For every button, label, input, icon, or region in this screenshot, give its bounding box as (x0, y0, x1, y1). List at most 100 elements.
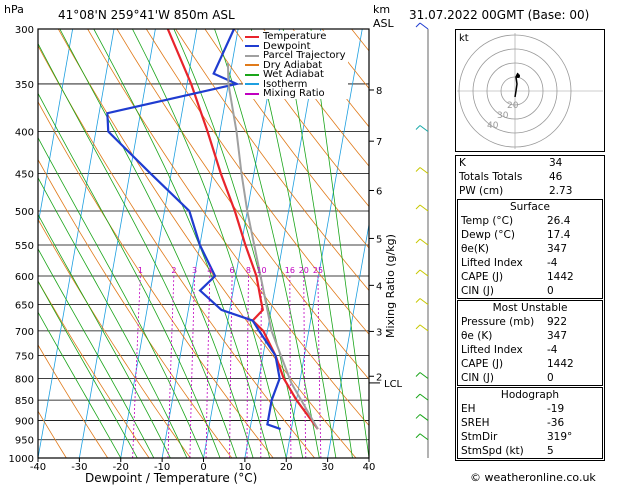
pressure-tick-label: 600 (15, 272, 34, 283)
legend-swatch (245, 35, 259, 38)
asl-label: ASL (373, 17, 394, 30)
mixing-ratio-line (289, 275, 292, 458)
mixing-ratio-label: 25 (313, 266, 323, 275)
legend-swatch (245, 83, 259, 86)
hodo_indices-row-label: EH (461, 403, 476, 415)
legend-item: Dewpoint (245, 41, 346, 52)
pressure-tick-label: 900 (15, 416, 34, 427)
pw-value: 2.73 (549, 185, 573, 197)
km-tick-label: 4 (376, 281, 382, 292)
km-tick-label: 8 (376, 86, 382, 97)
dry-adiabat-line (233, 29, 369, 208)
pressure-tick-label: 450 (15, 169, 34, 180)
wind-barb (419, 167, 429, 174)
hodo_indices-row-label: StmDir (461, 431, 498, 443)
mixing-ratio-line (303, 275, 307, 458)
series-temperature (166, 29, 319, 430)
legend-item: Mixing Ratio (245, 89, 346, 99)
surface-row-value: 1442 (547, 271, 574, 283)
most_unstable-row-value: 0 (547, 372, 554, 384)
surface-title: Surface (509, 201, 550, 213)
wind-barb-flag (415, 372, 421, 377)
surface-row-value: 17.4 (547, 229, 571, 241)
surface-row-value: 0 (547, 285, 554, 297)
most_unstable-row-label: CAPE (J) (461, 358, 504, 370)
legend-item: Parcel Trajectory (245, 51, 346, 61)
x-tick-label: -20 (113, 462, 129, 473)
most_unstable-row: CAPE (J) 1442 (458, 357, 602, 371)
legend-swatch (245, 54, 259, 57)
copyright: © weatheronline.co.uk (470, 471, 596, 484)
wind-barb (419, 433, 429, 441)
wet-adiabat-line (173, 29, 304, 458)
pressure-tick-label: 950 (15, 436, 34, 447)
most-unstable-section: Most Unstable Pressure (mb) 922 θe (K) 347 L… (457, 300, 603, 386)
surface-row-label: Lifted Index (461, 257, 523, 269)
wind-barb (419, 393, 429, 401)
most_unstable-row: Pressure (mb) 922 (458, 315, 602, 329)
wind-barb-flag (415, 414, 421, 419)
km-tick-label: 2 (376, 372, 382, 383)
most_unstable-row-label: CIN (J) (461, 372, 494, 384)
wind-barb (419, 414, 429, 421)
wind-barb-flag (415, 269, 421, 275)
wet-adiabat-line (250, 29, 337, 458)
surface-row-label: Dewp (°C) (461, 229, 515, 241)
surface-row: Lifted Index -4 (458, 256, 602, 270)
mixing-ratio-label: 2 (171, 266, 176, 275)
wet-adiabat-line (38, 92, 221, 458)
wet-adiabat-line (38, 176, 188, 458)
legend: Temperature Dewpoint Parcel Trajectory Dry … (243, 31, 348, 99)
mixing-ratio-line (205, 275, 211, 458)
location-title: 41°08'N 259°41'W 850m ASL (58, 8, 235, 22)
mixing-ratio-label: 20 (299, 266, 309, 275)
mixing-ratio-label: 16 (285, 266, 295, 275)
legend-label: Dry Adiabat (263, 59, 323, 71)
hodo_indices-row: StmDir 319° (458, 430, 602, 444)
surface-row-label: θe(K) (461, 243, 489, 255)
x-tick-label: 30 (321, 462, 334, 473)
wind-barb (419, 204, 429, 212)
hodograph-indices-title: Hodograph (500, 389, 560, 401)
most_unstable-row: Lifted Index -4 (458, 343, 602, 357)
mixing-ratio-axis-label: Mixing Ratio (g/kg) (384, 234, 397, 338)
pressure-tick-label: 350 (15, 80, 34, 91)
pressure-tick-label: 500 (15, 207, 34, 218)
wind-barb-flag (415, 298, 421, 303)
dry-adiabat-line (116, 29, 369, 380)
surface-section: Surface Temp (°C) 26.4 Dewp (°C) 17.4 θe(K) 3… (457, 199, 603, 299)
mixing-ratio-line (317, 275, 322, 458)
wind-barb-flag (415, 167, 421, 172)
dry-adiabat-line (263, 29, 369, 167)
wind-barb-flag (415, 204, 421, 210)
hodograph: kt 40 30 20 (455, 29, 605, 152)
mixing-ratio-label: 1 (138, 266, 143, 275)
surface-row: CIN (J) 0 (458, 284, 602, 298)
surface-row-value: 347 (547, 243, 568, 255)
hodo_indices-row: StmSpd (kt) 5 (458, 444, 602, 458)
hodo_indices-row-value: 319° (547, 431, 573, 443)
wind-barb (419, 372, 429, 379)
surface-row: Dewp (°C) 17.4 (458, 228, 602, 242)
pressure-tick-label: 400 (15, 128, 34, 139)
km-tick-label: 7 (376, 137, 382, 148)
surface-row-label: CIN (J) (461, 285, 494, 297)
wet-adiabat-line (282, 29, 353, 458)
legend-item: Temperature (245, 32, 346, 42)
isotherm-line (285, 29, 363, 458)
wind-barb-flag (415, 433, 421, 439)
dry-adiabat-line (145, 29, 369, 335)
dry-adiabat-line (38, 44, 315, 458)
km-label: km (373, 3, 391, 16)
surface-row-label: CAPE (J) (461, 271, 504, 283)
most_unstable-row: θe (K) 347 (458, 329, 602, 343)
wind-barb (419, 22, 429, 30)
wet-adiabat-line (38, 311, 122, 458)
isotherm-line (78, 29, 156, 458)
pressure-tick-label: 1000 (9, 454, 34, 465)
surface-row: CAPE (J) 1442 (458, 270, 602, 284)
wind-barb (419, 324, 429, 332)
most_unstable-row-label: θe (K) (461, 330, 493, 342)
dry-adiabat-line (38, 410, 67, 458)
legend-swatch (245, 92, 259, 95)
